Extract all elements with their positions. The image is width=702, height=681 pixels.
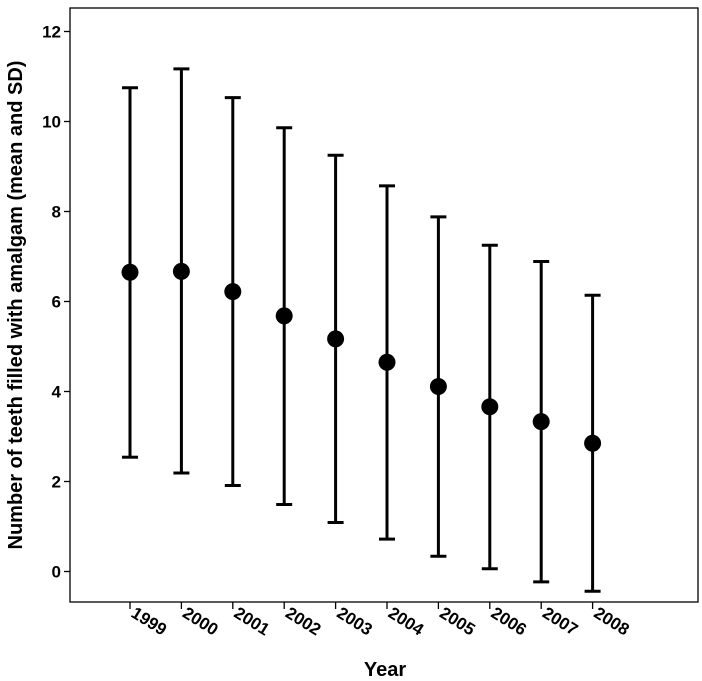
- x-tick-label: 2001: [231, 603, 273, 639]
- y-tick-label: 12: [42, 23, 61, 42]
- y-tick-label: 0: [52, 563, 61, 582]
- y-tick-label: 10: [42, 113, 61, 132]
- y-tick-label: 6: [52, 293, 61, 312]
- x-tick-label: 2002: [282, 603, 324, 639]
- x-tick-label: 2004: [385, 603, 428, 639]
- mean-point: [172, 262, 190, 280]
- x-tick-label: 2003: [333, 603, 375, 639]
- y-tick-label: 4: [52, 383, 62, 402]
- x-tick-label: 2007: [539, 603, 581, 639]
- mean-point: [378, 353, 396, 371]
- x-tick-label: 1999: [128, 603, 170, 639]
- x-tick-label: 2006: [488, 603, 530, 639]
- y-tick-label: 8: [52, 203, 61, 222]
- y-axis: 0 2 4 6 8 10 12: [42, 23, 70, 582]
- plot-frame: [69, 7, 699, 603]
- mean-point: [429, 378, 447, 396]
- y-tick-label: 2: [52, 473, 61, 492]
- mean-point: [584, 434, 602, 452]
- data-marks: [121, 67, 602, 593]
- x-axis-label: Year: [364, 659, 406, 681]
- mean-point: [121, 263, 139, 281]
- mean-point: [532, 413, 550, 431]
- x-tick-label: 2000: [179, 603, 221, 639]
- y-axis-label: Number of teeth filled with amalgam (mea…: [5, 61, 27, 550]
- mean-point: [224, 283, 242, 301]
- mean-point: [481, 398, 499, 416]
- mean-point: [327, 330, 345, 348]
- mean-point: [275, 307, 293, 325]
- x-tick-label: 2005: [436, 603, 478, 639]
- x-axis: 1999 2000 2001 2002 2003 2004 2005 2006 2007 2008: [128, 602, 633, 640]
- x-tick-label: 2008: [590, 603, 632, 639]
